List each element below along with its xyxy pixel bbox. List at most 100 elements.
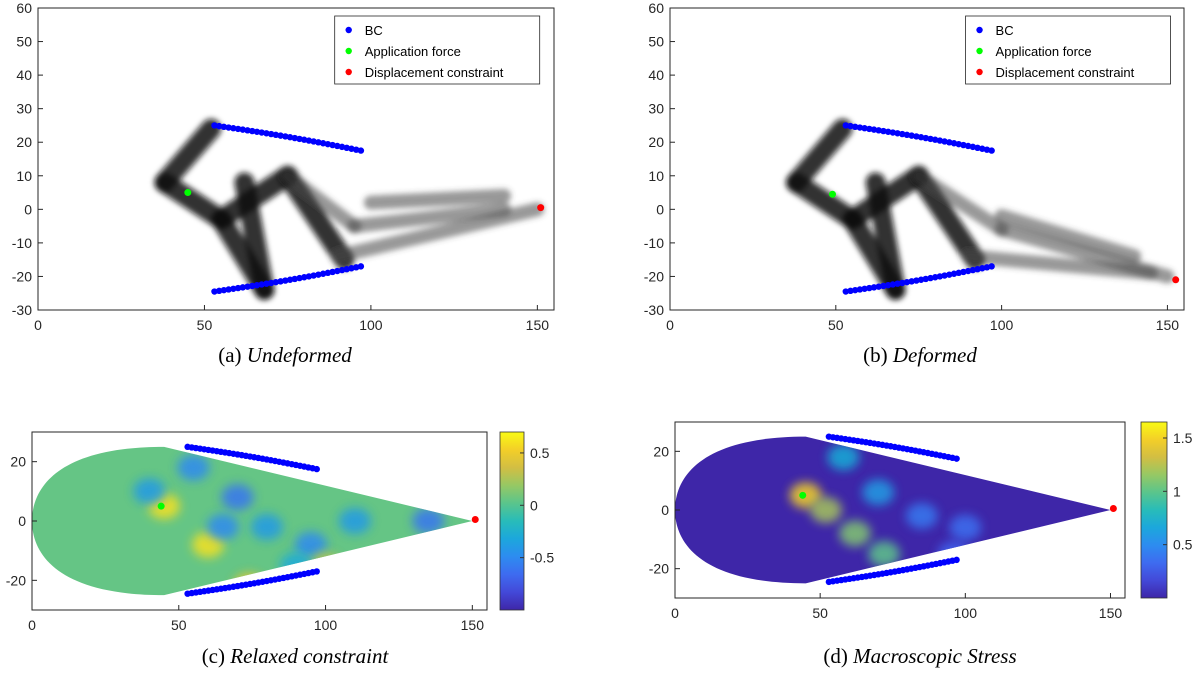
panel-relaxed-constraint: 0.5 0 -0.5 0 50 100 150 -20 0 20 (c) Relaxed cons…: [0, 420, 600, 676]
legend-entry: Application force: [365, 44, 461, 59]
x-tick-label: 150: [461, 617, 485, 633]
bc-point-upper: [899, 130, 906, 138]
y-tick-label: -20: [12, 268, 32, 284]
y-tick-label: -30: [644, 302, 664, 318]
bc-point-upper: [357, 147, 365, 154]
bc-point-upper: [889, 129, 897, 136]
colorbar: [499, 431, 525, 611]
y-tick-label: 0: [24, 201, 32, 217]
bc-point-lower: [908, 278, 915, 285]
chart-deformed: 0 50 100 150 -30 -20 -10 0 10 20 30 40 50 60 BC Applica…: [644, 0, 1185, 333]
bc-point-lower: [234, 284, 242, 292]
bc-point-lower: [239, 284, 246, 291]
caption-b: (b) Deformed: [840, 343, 1000, 368]
legend-entry: BC: [365, 23, 383, 38]
legend-entry: Displacement constraint: [365, 65, 504, 80]
bc-point-upper: [870, 126, 878, 133]
bc-point-upper: [282, 133, 289, 140]
bc-point-lower: [357, 263, 365, 270]
bc-point-upper: [305, 137, 313, 144]
legend-marker: [976, 68, 983, 76]
bc-point-lower: [215, 287, 223, 295]
legend-entry: Application force: [996, 44, 1092, 59]
bc-point-upper: [884, 128, 892, 135]
structure-member: [961, 249, 1158, 281]
bc-point-lower: [272, 278, 280, 286]
bc-point-lower: [875, 283, 882, 290]
bc-point-upper: [286, 134, 294, 141]
y-tick-label: 30: [16, 101, 32, 117]
structure-member: [330, 202, 545, 264]
y-tick-label: 60: [16, 0, 32, 16]
bc-point-upper: [313, 465, 320, 473]
bc-point-lower: [913, 277, 920, 284]
legend-entry: Displacement constraint: [996, 65, 1135, 80]
bc-point-upper: [315, 139, 322, 146]
y-tick-label: 40: [16, 67, 32, 83]
colorbar-tick-label: 0.5: [530, 445, 550, 461]
y-tick-label: 10: [648, 168, 664, 184]
bc-point-upper: [988, 147, 995, 154]
bc-point-upper: [220, 123, 228, 131]
axes-box: [37, 7, 555, 311]
legend-marker: [976, 47, 983, 55]
colorbar-tick-label: -0.5: [530, 550, 554, 566]
bc-point-upper: [249, 127, 256, 135]
heatmap-hotspot: [338, 508, 371, 534]
caption-prefix: (b): [863, 343, 888, 367]
bc-point-lower: [851, 286, 859, 294]
bc-point-lower: [244, 283, 251, 290]
x-tick-label: 100: [314, 617, 338, 633]
legend-marker: [345, 68, 352, 76]
bc-point-upper: [861, 125, 868, 132]
x-tick-label: 150: [1156, 317, 1180, 333]
chart-relaxed-constraint: 0.5 0 -0.5 0 50 100 150 -20 0 20: [6, 431, 554, 633]
bc-point-lower: [249, 282, 256, 290]
bc-point-upper: [253, 128, 261, 135]
x-tick-label: 50: [828, 317, 844, 333]
application-force-point: [828, 190, 836, 198]
bc-point-lower: [866, 284, 873, 292]
bc-point-upper: [894, 130, 901, 137]
y-tick-label: 30: [648, 101, 664, 117]
bc-point-upper: [847, 122, 854, 130]
bc-point-lower: [889, 281, 897, 288]
heatmap-hotspot: [949, 514, 982, 541]
bc-point-lower: [856, 286, 864, 293]
bc-point-lower: [277, 278, 284, 285]
bc-point-upper: [211, 122, 218, 129]
heatmap-field: [675, 436, 1111, 584]
heatmap-hotspot: [250, 513, 283, 540]
heatmap-hotspot: [839, 520, 871, 547]
bc-point-lower: [988, 263, 995, 270]
caption-prefix: (a): [218, 343, 242, 367]
heatmap-hotspot: [412, 508, 445, 534]
structure-member: [786, 118, 853, 193]
structure-member: [994, 209, 1142, 264]
caption-title: Relaxed constraint: [230, 644, 389, 668]
bc-point-upper: [310, 138, 317, 145]
axes-box: [669, 7, 1185, 311]
x-tick-label: 150: [526, 317, 550, 333]
y-tick-label: 60: [648, 0, 664, 16]
heatmap-hotspot: [294, 531, 327, 558]
bc-point-upper: [875, 127, 882, 134]
caption-a: (a) Undeformed: [195, 343, 375, 368]
y-tick-label: -20: [6, 572, 26, 588]
structure-member: [154, 118, 222, 193]
y-tick-label: 10: [16, 168, 32, 184]
bc-point-lower: [315, 271, 322, 278]
y-tick-label: 20: [10, 454, 26, 470]
y-tick-label: 0: [18, 513, 26, 529]
heatmap-hotspot: [206, 513, 239, 540]
caption-prefix: (d): [823, 644, 848, 668]
y-tick-label: -20: [644, 268, 664, 284]
bc-point-lower: [324, 269, 332, 277]
panel-undeformed: 0 50 100 150 -30 -20 -10 0 10 20 30 40 50 60 BC Applica…: [0, 0, 600, 380]
x-tick-label: 0: [34, 317, 42, 333]
structure-member: [234, 172, 275, 300]
legend-marker: [976, 26, 983, 34]
structure-member: [363, 188, 512, 210]
bc-point-upper: [225, 124, 232, 131]
heatmap-hotspot: [809, 497, 842, 523]
